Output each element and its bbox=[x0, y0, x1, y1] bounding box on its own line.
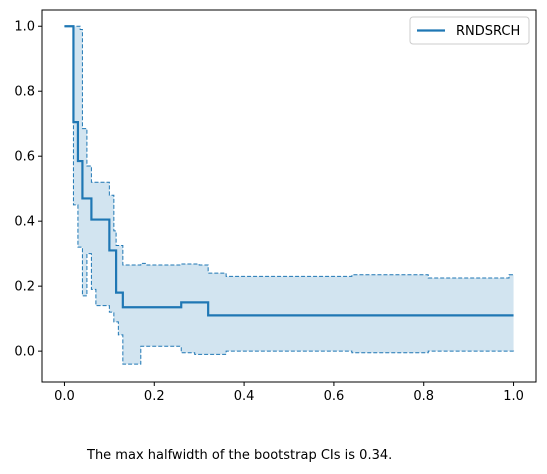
x-tick-label: 0.8 bbox=[413, 389, 434, 404]
x-tick-label: 0.4 bbox=[234, 389, 255, 404]
legend-label: RNDSRCH bbox=[456, 24, 520, 39]
y-tick-label: 1.0 bbox=[14, 20, 35, 35]
legend: RNDSRCH bbox=[409, 16, 530, 45]
x-tick-label: 0.0 bbox=[54, 389, 75, 404]
y-tick-label: 0.8 bbox=[14, 85, 35, 100]
ci-lower-line bbox=[64, 25, 515, 365]
y-axis-ticks: 0.0 0.2 0.4 0.6 0.8 1.0 bbox=[14, 20, 42, 360]
x-tick-label: 0.2 bbox=[144, 389, 165, 404]
confidence-band bbox=[64, 25, 515, 365]
plot-frame bbox=[41, 9, 537, 383]
series-layer bbox=[64, 25, 514, 317]
ci-band-fill bbox=[64, 26, 514, 365]
ci-upper-line bbox=[64, 25, 514, 279]
legend-box bbox=[409, 16, 530, 45]
x-axis-ticks: 0.0 0.2 0.4 0.6 0.8 1.0 bbox=[54, 382, 524, 404]
x-tick-label: 1.0 bbox=[503, 389, 524, 404]
y-tick-label: 0.0 bbox=[14, 345, 35, 360]
y-tick-label: 0.4 bbox=[14, 215, 35, 230]
caption-text: The max halfwidth of the bootstrap CIs i… bbox=[87, 448, 393, 463]
y-tick-label: 0.2 bbox=[14, 280, 35, 295]
series-line bbox=[64, 25, 514, 317]
y-tick-label: 0.6 bbox=[14, 150, 35, 165]
x-tick-label: 0.6 bbox=[324, 389, 345, 404]
